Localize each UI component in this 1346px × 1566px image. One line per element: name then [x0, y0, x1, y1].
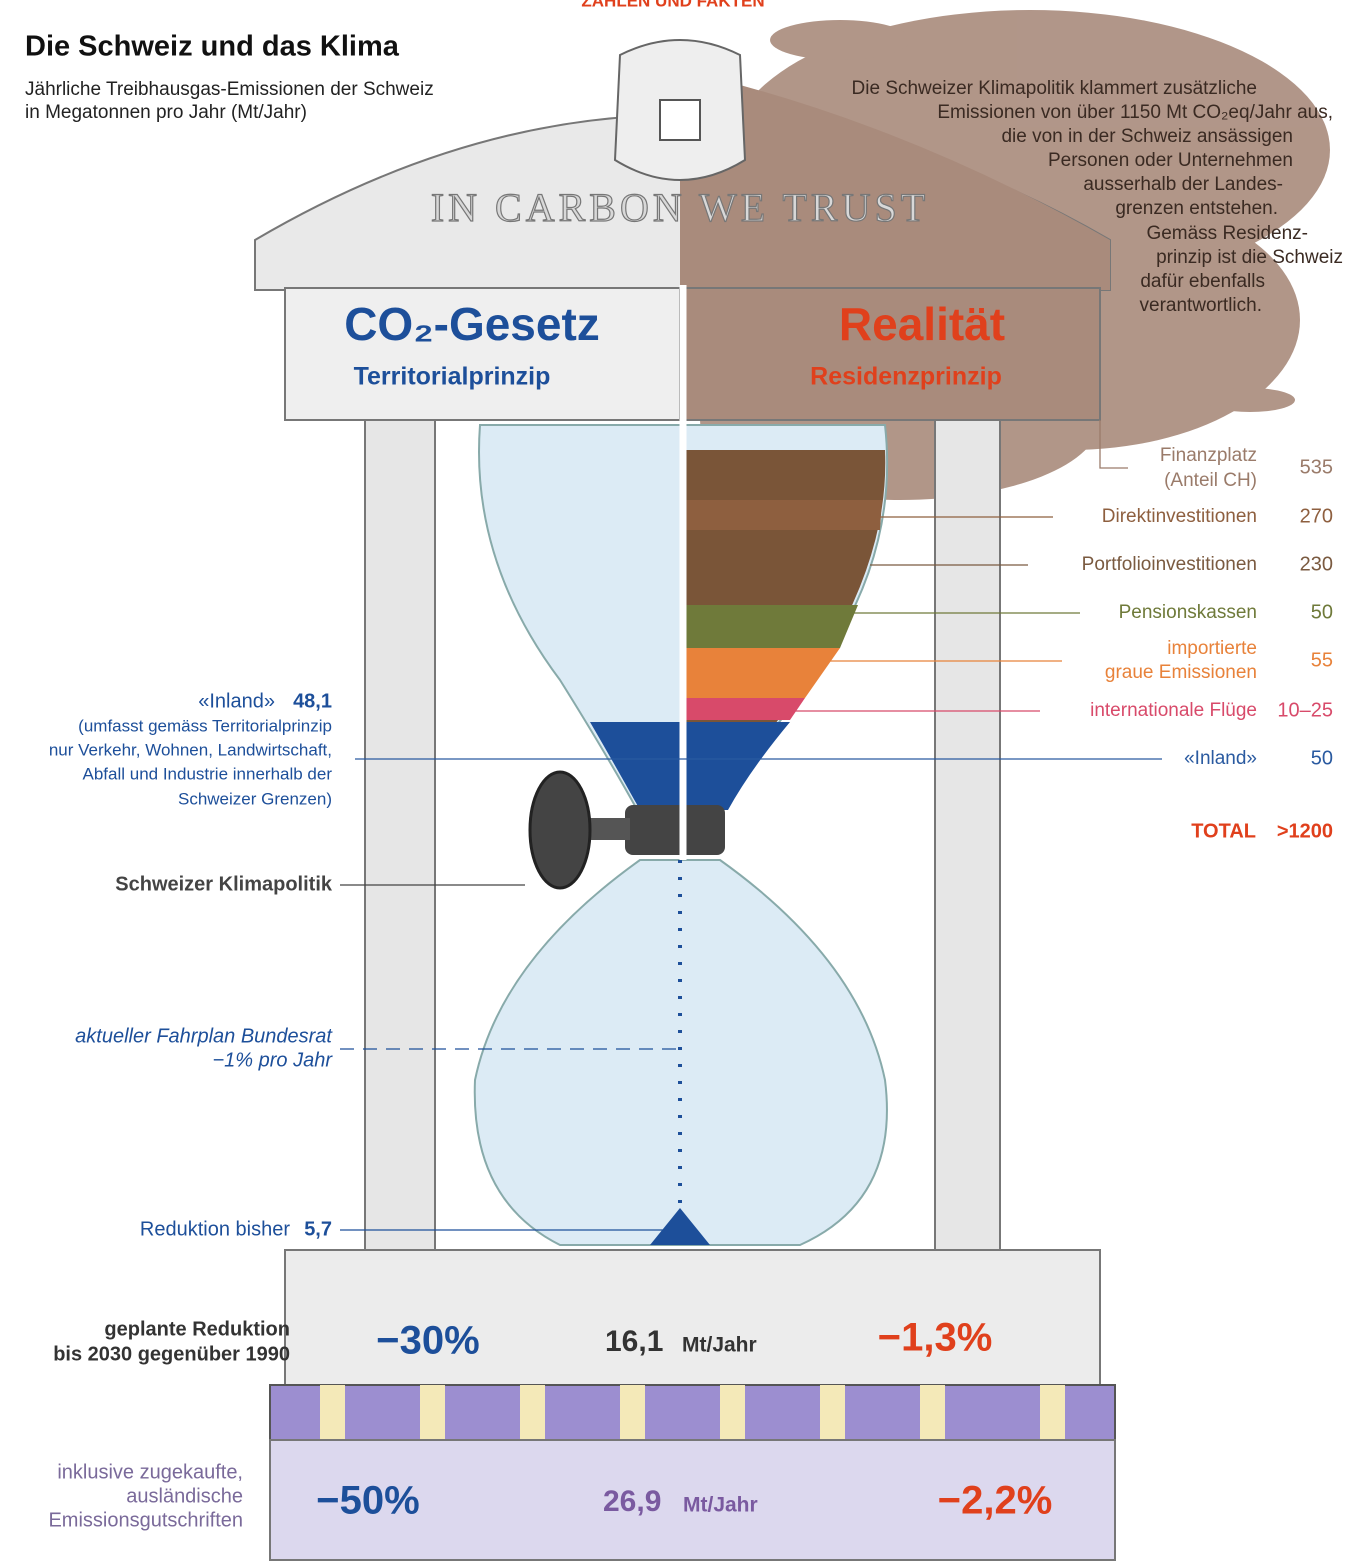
- subtitle: Jährliche Treibhausgas-Emissionen der Sc…: [25, 79, 434, 100]
- total-value: >1200: [1277, 820, 1333, 842]
- note-line: Emissionen von über 1150 Mt CO₂eq/Jahr a…: [937, 102, 1333, 123]
- note-line: grenzen entstehen.: [1115, 198, 1278, 219]
- inland-text: nur Verkehr, Wohnen, Landwirtschaft,: [49, 740, 332, 759]
- target-amount: 16,1: [605, 1325, 663, 1358]
- layer-pension: [683, 605, 858, 648]
- target-label: bis 2030 gegenüber 1990: [53, 1343, 290, 1365]
- schedule-note: aktueller Fahrplan Bundesrat: [75, 1025, 333, 1047]
- infographic: IN CARBON WE TRUST CO₂-Gesetz Territoria…: [0, 0, 1346, 1566]
- target-yearly: −2,2%: [938, 1479, 1053, 1523]
- money-bundles: [270, 1385, 1115, 1440]
- item-value: 50: [1311, 601, 1333, 623]
- note-line: prinzip ist die Schweiz: [1156, 247, 1343, 268]
- item-value: 230: [1300, 553, 1333, 575]
- inland-text: (umfasst gemäss Territorialprinzip: [78, 716, 332, 735]
- target-unit: Mt/Jahr: [683, 1494, 758, 1517]
- note-line: Gemäss Residenz-: [1146, 223, 1308, 244]
- item-label: Direktinvestitionen: [1102, 506, 1257, 527]
- layer-direct: [683, 500, 882, 530]
- item-value: 50: [1311, 747, 1333, 769]
- item-label: importierte: [1167, 638, 1257, 659]
- valve-wheel: [530, 772, 590, 888]
- item-value: 10–25: [1277, 699, 1333, 721]
- note-line: dafür ebenfalls: [1140, 271, 1265, 292]
- note-line: ausserhalb der Landes-: [1083, 174, 1283, 195]
- left-panel-title: CO₂-Gesetz: [344, 298, 600, 350]
- title: Die Schweiz und das Klima: [25, 31, 400, 63]
- layer-imports: [683, 648, 840, 698]
- column-right: [935, 420, 1000, 1250]
- target-percent: −50%: [316, 1479, 419, 1523]
- item-label: Finanzplatz: [1160, 445, 1257, 466]
- target-amount: 26,9: [603, 1485, 661, 1518]
- note-line: verantwortlich.: [1140, 295, 1263, 316]
- inland-value: 48,1: [293, 690, 332, 712]
- item-label: «Inland»: [1184, 748, 1257, 769]
- valve-stem: [585, 818, 630, 840]
- target-percent: −30%: [376, 1319, 479, 1363]
- cross: [660, 100, 700, 140]
- note-line: die von in der Schweiz ansässigen: [1001, 126, 1293, 147]
- item-label: (Anteil CH): [1164, 470, 1257, 491]
- item-label: Pensionskassen: [1119, 602, 1257, 623]
- note-line: Personen oder Unternehmen: [1048, 150, 1293, 171]
- target-label: inklusive zugekaufte,: [57, 1461, 243, 1483]
- inland-label: «Inland»: [198, 690, 275, 712]
- item-label: Portfolioinvestitionen: [1082, 554, 1257, 575]
- hourglass-bottom: [475, 860, 887, 1245]
- right-panel-subtitle: Residenzprinzip: [810, 363, 1002, 391]
- target-label: geplante Reduktion: [104, 1318, 290, 1340]
- valve-label: Schweizer Klimapolitik: [115, 873, 333, 895]
- column-left: [365, 420, 435, 1250]
- target-label: ausländische: [126, 1485, 243, 1507]
- item-value: 55: [1311, 649, 1333, 671]
- kicker: ZAHLEN UND FAKTEN: [581, 0, 764, 10]
- target-label: Emissionsgutschriften: [48, 1509, 243, 1531]
- reduction-value: 5,7: [304, 1218, 332, 1240]
- layer-inland: [590, 722, 790, 810]
- note-line: Die Schweizer Klimapolitik klammert zusä…: [852, 78, 1257, 99]
- target-unit: Mt/Jahr: [682, 1334, 757, 1357]
- item-label: internationale Flüge: [1090, 700, 1257, 721]
- left-panel-subtitle: Territorialprinzip: [354, 363, 551, 391]
- inland-text: Schweizer Grenzen): [178, 789, 332, 808]
- right-panel-title: Realität: [839, 298, 1005, 350]
- total-label: TOTAL: [1191, 820, 1256, 842]
- schedule-note: −1% pro Jahr: [212, 1049, 333, 1071]
- item-value: 535: [1300, 456, 1333, 478]
- layer-flights: [683, 698, 805, 720]
- inland-text: Abfall und Industrie innerhalb der: [83, 764, 333, 783]
- engraving: IN CARBON WE TRUST: [431, 185, 929, 230]
- target-yearly: −1,3%: [878, 1316, 993, 1360]
- subtitle: in Megatonnen pro Jahr (Mt/Jahr): [25, 102, 307, 123]
- item-value: 270: [1300, 505, 1333, 527]
- valve-collar: [625, 805, 725, 855]
- item-label: graue Emissionen: [1105, 662, 1257, 683]
- reduction-label: Reduktion bisher: [140, 1218, 290, 1240]
